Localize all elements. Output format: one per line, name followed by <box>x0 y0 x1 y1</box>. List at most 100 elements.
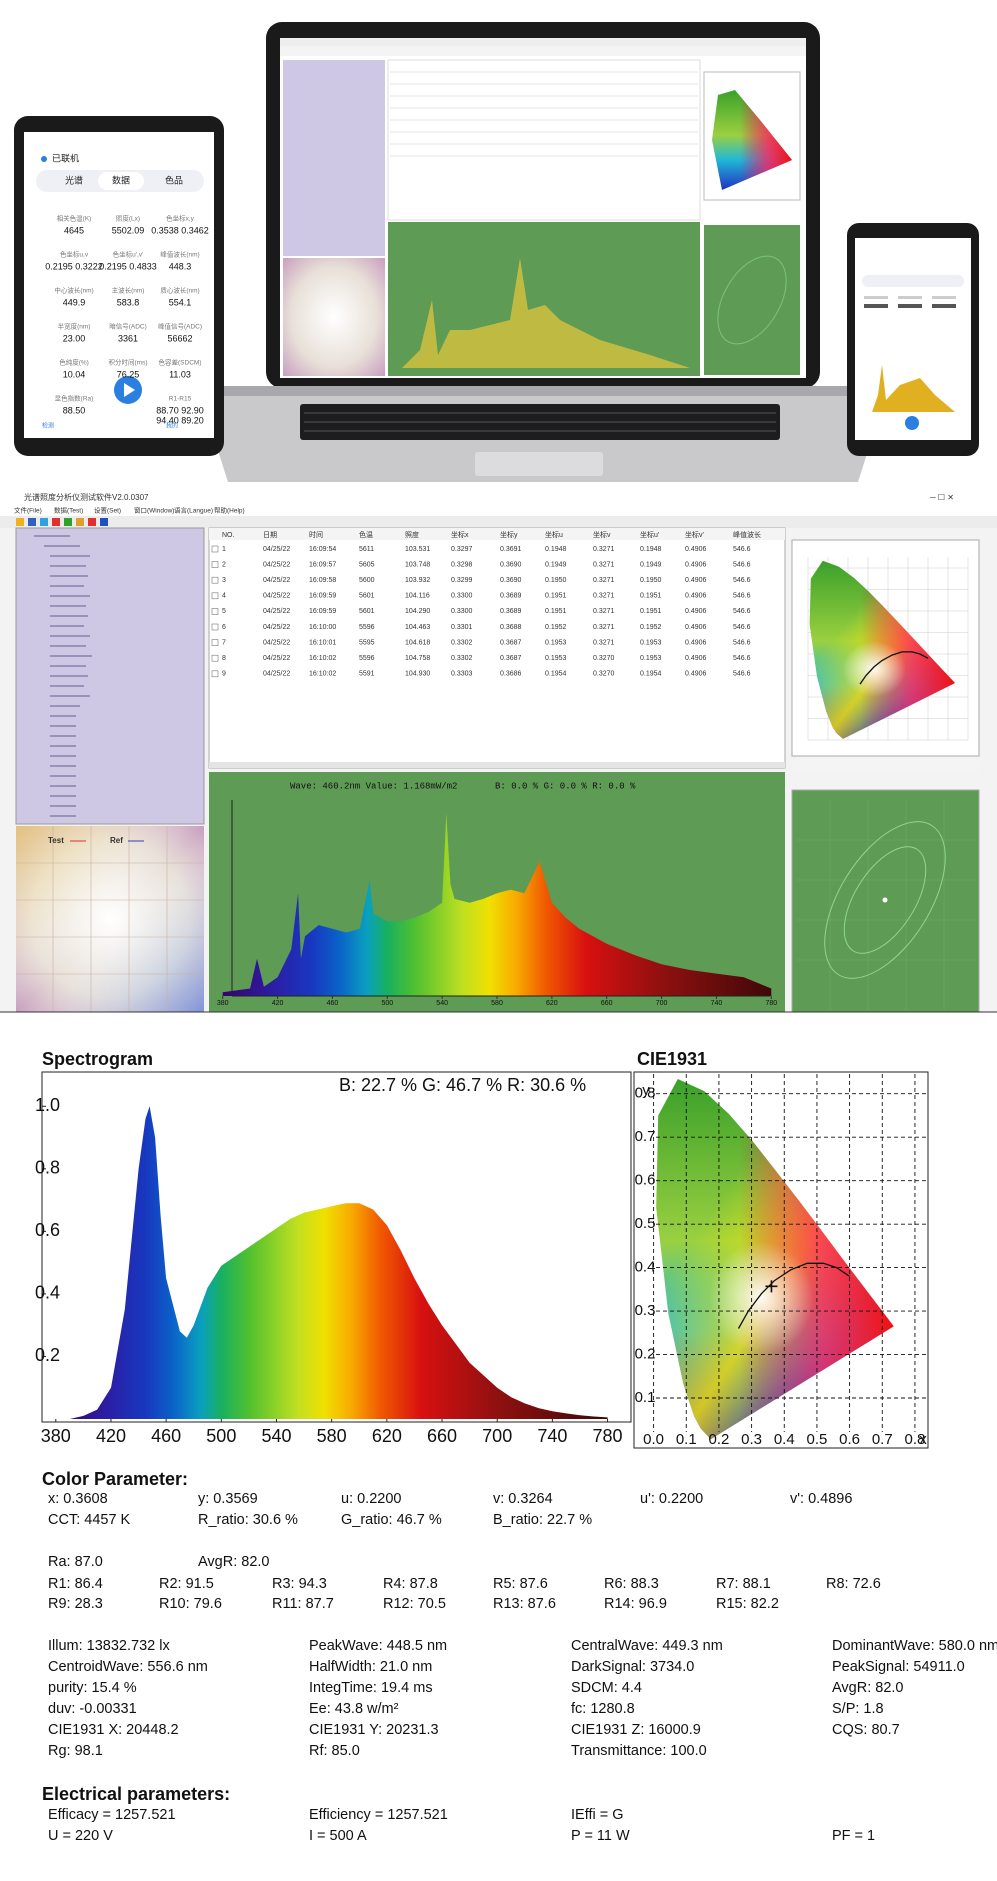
menu-item: 数据(Test) <box>54 506 83 515</box>
x-tick-label: 500 <box>381 1000 393 1007</box>
color-parameter: duv: -0.00331 <box>48 1701 137 1717</box>
x-tick-label: 380 <box>217 1000 229 1007</box>
table-cell: 16:09:54 <box>309 546 336 553</box>
y-tick-label: 0.8 <box>635 1085 656 1102</box>
x-tick-label: 580 <box>491 1000 503 1007</box>
status-dot <box>41 156 47 162</box>
table-cell: 0.1951 <box>640 593 662 600</box>
mini-table <box>387 59 701 221</box>
table-cell: 0.1952 <box>640 624 662 631</box>
table-header-cell: 峰值波长 <box>733 530 761 539</box>
row-checkbox <box>211 623 219 631</box>
data-table <box>208 527 786 769</box>
table-cell: 0.1953 <box>640 639 662 646</box>
color-parameter: Transmittance: 100.0 <box>571 1743 707 1759</box>
tablet-tab: 数据 <box>112 174 130 185</box>
phone-button[interactable] <box>905 416 919 430</box>
table-cell: 16:09:59 <box>309 608 336 615</box>
table-cell: 0.1954 <box>640 671 662 678</box>
table-cell: 0.1953 <box>545 655 567 662</box>
color-parameter: S/P: 1.8 <box>832 1701 884 1717</box>
table-cell: 0.1951 <box>545 593 567 600</box>
row-checkbox <box>211 654 219 662</box>
tablet-label: 峰值波长(nm) <box>160 250 199 259</box>
color-parameter: PeakWave: 448.5 nm <box>309 1638 447 1654</box>
table-cell: 0.4906 <box>685 577 707 584</box>
table-cell: 0.3271 <box>593 546 615 553</box>
electrical-title: Electrical parameters: <box>42 1784 230 1804</box>
table-cell: 04/25/22 <box>263 671 290 678</box>
row-checkbox <box>211 670 219 678</box>
tablet-value: 448.3 <box>169 261 192 271</box>
table-cell: 0.4906 <box>685 546 707 553</box>
y-tick-label: 0.7 <box>635 1128 656 1145</box>
table-cell: 9 <box>222 671 226 678</box>
row-checkbox <box>211 592 219 600</box>
mini-toolbar <box>280 46 806 56</box>
table-cell: 1 <box>222 546 226 553</box>
y-tick-label: 0.2 <box>635 1346 656 1363</box>
cie-point <box>765 1280 778 1293</box>
x-tick-label: 700 <box>656 1000 668 1007</box>
table-cell: 8 <box>222 655 226 662</box>
color-parameter: CCT: 4457 K <box>48 1512 131 1528</box>
color-parameter: R14: 96.9 <box>604 1596 667 1612</box>
y-tick-label: 0.6 <box>635 1172 656 1189</box>
table-cell: 0.3300 <box>451 593 473 600</box>
table-cell: 16:09:59 <box>309 593 336 600</box>
table-cell: 0.4906 <box>685 624 707 631</box>
table-cell: 0.1949 <box>545 561 567 568</box>
color-parameter: R9: 28.3 <box>48 1596 103 1612</box>
color-parameter: R13: 87.6 <box>493 1596 556 1612</box>
table-cell: 5605 <box>359 561 375 568</box>
color-parameter: CIE1931 Y: 20231.3 <box>309 1722 439 1738</box>
y-tick-label: 0.6 <box>35 1220 60 1240</box>
table-cell: 546.6 <box>733 655 751 662</box>
color-parameter: G_ratio: 46.7 % <box>341 1512 442 1528</box>
menu-item: 文件(File) <box>14 506 42 515</box>
tablet-tab: 光谱 <box>65 174 83 185</box>
color-parameter: Illum: 13832.732 lx <box>48 1638 170 1654</box>
table-cell: 5591 <box>359 671 375 678</box>
mini-spectrum <box>402 258 690 368</box>
table-cell: 0.4906 <box>685 561 707 568</box>
color-parameter: R_ratio: 30.6 % <box>198 1512 298 1528</box>
y-tick-label: 1.0 <box>35 1095 60 1115</box>
table-cell: 4 <box>222 593 226 600</box>
color-parameter: CIE1931 Z: 16000.9 <box>571 1722 701 1738</box>
x-tick-label: 0.0 <box>643 1431 664 1448</box>
color-parameter: y: 0.3569 <box>198 1491 258 1507</box>
table-cell: 546.6 <box>733 624 751 631</box>
tablet-nav: 我的 <box>166 422 178 430</box>
soft-cie <box>807 557 969 741</box>
tablet-label: 显色指数(Ra) <box>55 394 94 403</box>
table-cell: 16:10:00 <box>309 624 336 631</box>
cie-tabs <box>792 760 979 774</box>
table-cell: 0.1948 <box>640 546 662 553</box>
tablet-label: 色纯度(%) <box>59 358 89 367</box>
electrical-parameter: I = 500 A <box>309 1828 367 1844</box>
toolbar-icons <box>16 518 108 526</box>
color-title: Color Parameter: <box>42 1469 188 1489</box>
table-cell: 0.3686 <box>500 671 522 678</box>
color-parameter: CentralWave: 449.3 nm <box>571 1638 723 1654</box>
table-cell: 5601 <box>359 593 375 600</box>
phone-tabbar <box>862 275 964 287</box>
color-parameter: R8: 72.6 <box>826 1576 881 1592</box>
y-tick-label: 0.4 <box>635 1259 656 1276</box>
table-cell: 0.3688 <box>500 624 522 631</box>
y-tick-label: 0.5 <box>635 1215 656 1232</box>
table-cell: 0.4906 <box>685 671 707 678</box>
row-checkbox <box>211 608 219 615</box>
row-checkbox <box>211 545 219 553</box>
color-parameter: R11: 87.7 <box>272 1596 334 1612</box>
table-cell: 104.930 <box>405 671 430 678</box>
x-tick-label: 540 <box>261 1426 291 1446</box>
tablet-label: 质心波长(nm) <box>160 286 199 295</box>
table-cell: 04/25/22 <box>263 608 290 615</box>
color-parameter: u': 0.2200 <box>640 1491 703 1507</box>
wave-info: Wave: 460.2nm Value: 1.168mW/m2 <box>290 781 457 791</box>
table-cell: 546.6 <box>733 577 751 584</box>
